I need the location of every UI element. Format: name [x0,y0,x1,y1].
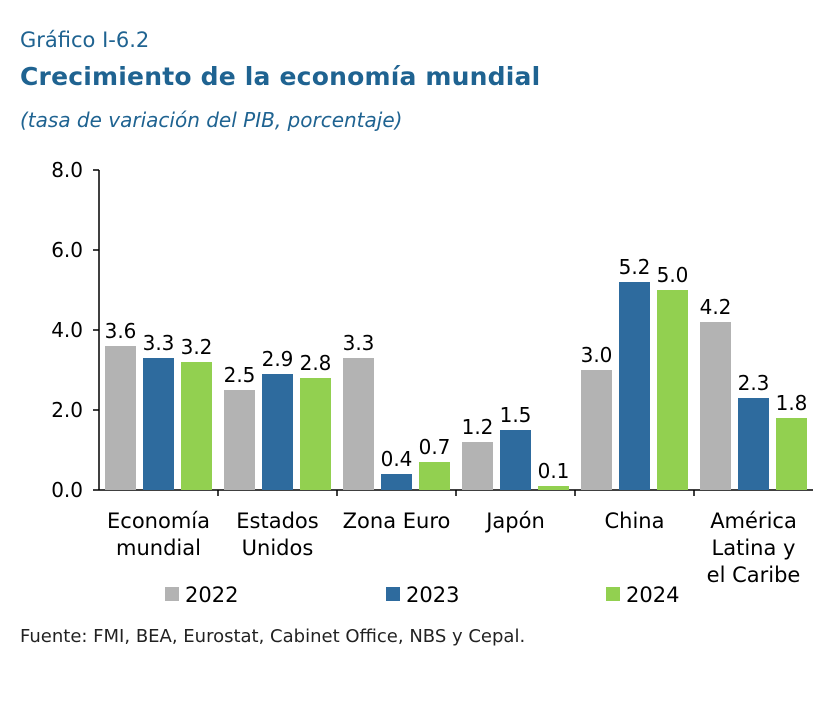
bar [343,358,374,490]
data-label: 3.6 [105,319,137,343]
data-label: 5.0 [657,263,689,287]
y-tick-label: 4.0 [51,318,83,342]
category-label: Economía [107,509,210,533]
bar [381,474,412,490]
bar [181,362,212,490]
bar [105,346,136,490]
chart-subtitle: (tasa de variación del PIB, porcentaje) [20,108,403,132]
legend-swatch [386,587,400,601]
data-label: 1.5 [500,403,532,427]
data-label: 3.3 [343,331,375,355]
data-label: 2.8 [300,351,332,375]
bar [619,282,650,490]
data-label: 3.0 [581,343,613,367]
source-note: Fuente: FMI, BEA, Eurostat, Cabinet Offi… [20,626,526,647]
category-label: Unidos [242,536,314,560]
bar [657,290,688,490]
y-tick-label: 2.0 [51,398,83,422]
data-label: 3.2 [181,335,213,359]
category-label: el Caribe [707,563,801,587]
bar [500,430,531,490]
y-tick-label: 6.0 [51,238,83,262]
data-label: 2.3 [738,371,770,395]
category-label: Japón [484,509,545,533]
data-label: 0.4 [381,447,413,471]
bar [462,442,493,490]
y-tick-label: 0.0 [51,478,83,502]
legend-label: 2024 [626,583,679,607]
data-label: 2.5 [224,363,256,387]
bar [224,390,255,490]
chart-title: Crecimiento de la economía mundial [20,62,541,91]
bar [738,398,769,490]
legend-label: 2022 [185,583,238,607]
bar [419,462,450,490]
data-label: 1.2 [462,415,494,439]
bar [538,486,569,490]
category-label: Estados [236,509,318,533]
data-label: 0.1 [538,459,570,483]
category-label: China [605,509,665,533]
data-label: 3.3 [143,331,175,355]
bar [700,322,731,490]
bar [262,374,293,490]
category-label: Latina y [712,536,796,560]
bar [776,418,807,490]
chart-kicker: Gráfico I-6.2 [20,28,150,52]
bar [143,358,174,490]
category-label: Zona Euro [343,509,451,533]
data-label: 1.8 [776,391,808,415]
category-label: mundial [116,536,201,560]
legend-label: 2023 [406,583,459,607]
data-label: 5.2 [619,255,651,279]
data-label: 0.7 [419,435,451,459]
bar [300,378,331,490]
legend-swatch [165,587,179,601]
data-label: 4.2 [700,295,732,319]
y-tick-label: 8.0 [51,158,83,182]
data-label: 2.9 [262,347,294,371]
bar [581,370,612,490]
category-label: América [710,509,797,533]
legend-swatch [606,587,620,601]
